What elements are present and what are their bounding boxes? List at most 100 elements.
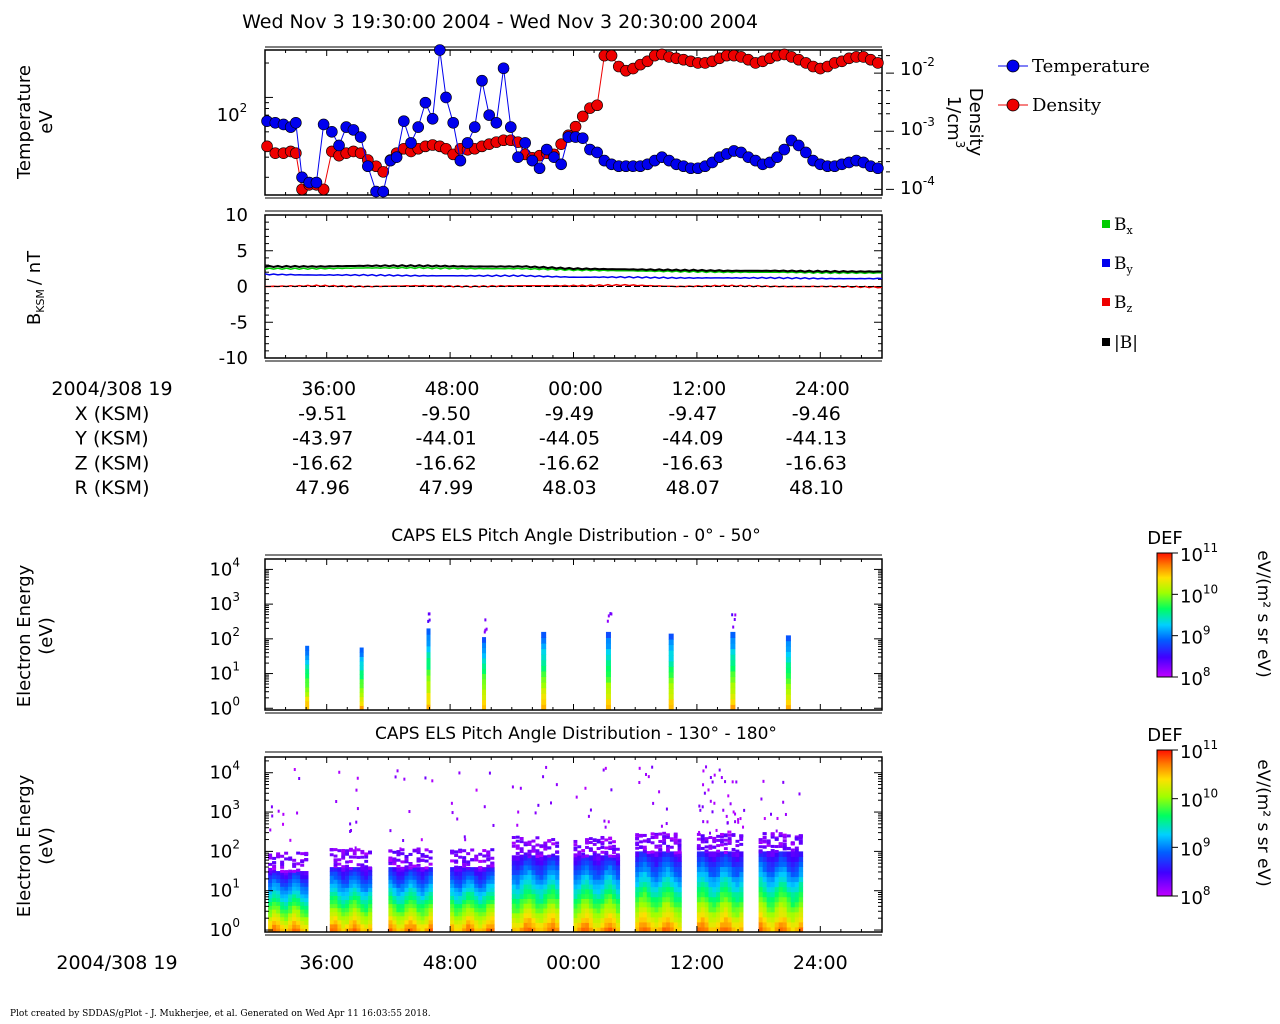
spectrogram-cell: [658, 886, 663, 893]
spectrogram-cell: [555, 864, 560, 871]
spectrogram-cell: [662, 891, 667, 898]
spectrogram-cell: [588, 855, 594, 861]
spectrogram-cell: [396, 927, 401, 933]
spectrogram-cell: [482, 871, 487, 876]
spectrogram-cell: [364, 927, 369, 933]
spectrogram-cell: [650, 881, 655, 888]
spectrogram-cell: [704, 916, 709, 923]
spectrogram-cell: [650, 891, 655, 898]
spectrogram-cell: [345, 923, 350, 929]
spectrogram-cell: [588, 917, 594, 923]
spectrogram-cell: [798, 792, 801, 796]
spectrogram-cell: [519, 879, 524, 885]
spectrogram-cell: [551, 864, 556, 871]
spectrogram-cell: [762, 839, 767, 843]
spectrogram-cell: [543, 879, 548, 885]
spectrogram-cell: [612, 869, 617, 875]
spectrogram-cell: [470, 927, 475, 933]
spectrogram-cell: [350, 828, 353, 832]
spectrogram-cell: [730, 643, 736, 650]
spectrogram-cell: [412, 871, 417, 876]
spectrogram-cell: [404, 907, 409, 913]
spectrogram-cell: [635, 841, 640, 845]
spectrogram-cell: [531, 912, 536, 919]
spectrogram-cell: [735, 839, 740, 843]
density-tick-label: 10-3: [900, 115, 935, 140]
spectrogram-cell: [486, 883, 491, 888]
spectrogram-cell: [592, 874, 597, 880]
spectrogram-cell: [359, 701, 364, 707]
spectrogram-cell: [696, 926, 702, 933]
spectrogram-cell: [733, 618, 736, 622]
spectrogram-cell: [329, 871, 334, 876]
spectrogram-cell: [608, 893, 613, 899]
spectrogram-cell: [482, 875, 487, 880]
spectrogram-cell: [639, 911, 644, 918]
spectrogram-cell: [704, 901, 709, 908]
spectrogram-cell: [292, 864, 297, 868]
spectrogram-cell: [329, 848, 334, 852]
spectrogram-cell: [523, 855, 528, 861]
spectrogram-cell: [333, 903, 338, 909]
spectrogram-cell: [364, 919, 369, 925]
spectrogram-cell: [490, 915, 495, 921]
spectrogram-cell: [511, 841, 516, 845]
time-tick-label: 12:00: [670, 952, 725, 974]
spectrogram-cell: [581, 874, 586, 880]
spectrogram-cell: [392, 867, 397, 872]
spectrogram-cell: [600, 884, 605, 890]
spectrogram-cell: [782, 842, 787, 846]
spectrogram-cell: [420, 915, 425, 921]
spectrogram-cell: [416, 891, 421, 897]
spectrogram-cell: [790, 848, 795, 852]
spectrogram-cell: [716, 921, 721, 928]
spectrogram-cell: [356, 867, 361, 872]
spectrogram-cell: [531, 860, 536, 866]
spectrogram-cell: [404, 899, 409, 905]
spectrogram-cell: [300, 916, 305, 922]
spectrogram-cell: [288, 874, 293, 880]
spectrogram-cell: [790, 881, 796, 888]
spectrogram-cell: [466, 903, 471, 909]
spectrogram-cell: [408, 810, 411, 814]
spectrogram-cell: [639, 834, 643, 838]
spectrogram-cell: [482, 673, 487, 680]
spectrogram-cell: [426, 686, 431, 694]
spectrogram-cell: [352, 852, 357, 856]
spectrogram-cell: [523, 869, 528, 875]
spectrogram-cell: [356, 807, 359, 811]
spectrogram-cell: [551, 879, 556, 885]
spectrogram-cell: [762, 891, 767, 898]
spectrogram-cell: [700, 886, 705, 893]
spectrogram-cell: [271, 814, 274, 818]
spectrogram-cell: [360, 887, 365, 892]
spectrogram-cell: [450, 923, 455, 929]
spectrogram-cell: [284, 916, 289, 922]
spectrogram-cell: [420, 858, 425, 862]
spectrogram-cell: [654, 861, 659, 867]
spectrogram-cell: [292, 874, 297, 880]
spectrogram-cell: [408, 866, 413, 870]
spectrogram-cell: [345, 899, 350, 905]
els2-ticks: [264, 757, 883, 932]
spectrogram-cell: [790, 886, 796, 893]
spectrogram-cell: [352, 899, 357, 905]
spectrogram-cell: [585, 912, 590, 919]
spectrogram-cell: [600, 860, 605, 866]
spectrogram-cell: [428, 856, 433, 860]
spectrogram-cell: [515, 884, 520, 890]
spectrogram-cell: [420, 891, 425, 897]
spectrogram-cell: [712, 856, 717, 862]
spectrogram-cell: [551, 869, 556, 875]
spectrogram-cell: [348, 891, 354, 897]
spectrogram-cell: [596, 927, 601, 933]
spectrogram-cell: [770, 906, 775, 913]
spectrogram-cell: [458, 879, 463, 884]
spectrogram-cell: [592, 852, 597, 856]
spectrogram-cell: [547, 869, 552, 875]
spectrogram-cell: [482, 899, 487, 905]
spectrogram-cell: [359, 692, 364, 698]
spectrogram-cell: [642, 911, 648, 918]
spectrogram-cell: [356, 915, 361, 921]
